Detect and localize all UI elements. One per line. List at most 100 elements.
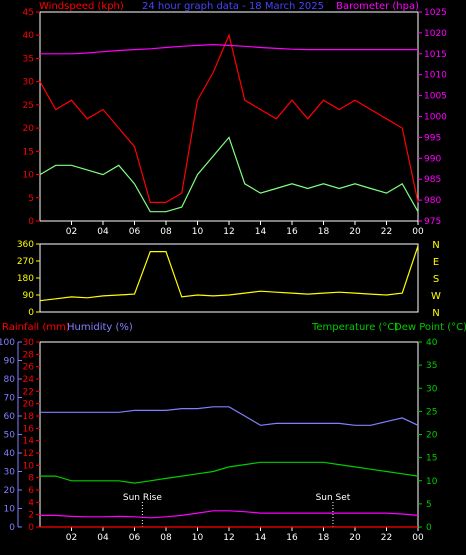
climate-panel-x-tick-label: 22 <box>381 533 392 543</box>
rainfall-tick-label: 8 <box>28 474 34 484</box>
barometer-tick-label: 1020 <box>424 29 447 39</box>
wind-panel-x-tick-label: 04 <box>97 227 109 237</box>
climate-panel-x-tick-label: 18 <box>318 533 330 543</box>
rainfall-tick-label: 16 <box>23 424 35 434</box>
climate-panel-x-tick-label: 06 <box>129 533 141 543</box>
climate-panel-x-tick-label: 00 <box>412 533 424 543</box>
windspeed-tick-label: 15 <box>23 147 34 157</box>
wind-panel-frame <box>39 11 419 222</box>
direction-tick-label: 180 <box>17 274 34 284</box>
temperature-legend: Temperature (°C) <box>311 322 398 333</box>
rainfall-tick-label: 18 <box>23 412 35 422</box>
temperature-tick-label: 5 <box>426 500 432 510</box>
rainfall-tick-label: 28 <box>23 350 35 360</box>
sun-event-label: Sun Set <box>316 493 351 503</box>
wind-panel-x-tick-label: 12 <box>223 227 234 237</box>
humidity-tick-label: 70 <box>4 394 16 404</box>
humidity-tick-label: 50 <box>4 431 16 441</box>
temperature-tick-label: 10 <box>426 477 438 487</box>
wind-panel-x-tick-label: 20 <box>349 227 361 237</box>
series-humidity <box>40 406 419 426</box>
humidity-tick-label: 0 <box>9 523 15 533</box>
rainfall-tick-label: 2 <box>28 511 34 521</box>
windspeed-axis-label: Windspeed (kph) <box>39 1 124 12</box>
direction-tick-label: 360 <box>17 240 34 250</box>
humidity-tick-label: 40 <box>4 449 16 459</box>
humidity-tick-label: 10 <box>4 505 16 515</box>
temperature-tick-label: 40 <box>426 338 438 348</box>
wind-panel-x-tick-label: 14 <box>255 227 267 237</box>
temperature-tick-label: 25 <box>426 407 437 417</box>
rainfall-legend: Rainfall (mm) <box>2 322 70 333</box>
series-wind <box>39 136 419 213</box>
windspeed-tick-label: 5 <box>28 194 34 204</box>
climate-panel-x-tick-label: 08 <box>160 533 172 543</box>
barometer-tick-label: 975 <box>424 217 441 227</box>
temperature-tick-label: 30 <box>426 384 438 394</box>
series-gust <box>39 33 419 203</box>
windspeed-tick-label: 35 <box>23 54 34 64</box>
windspeed-tick-label: 20 <box>23 124 35 134</box>
windspeed-tick-label: 10 <box>23 171 35 181</box>
wind-panel-x-tick-label: 00 <box>412 227 424 237</box>
wind-panel-x-tick-label: 08 <box>160 227 172 237</box>
wind-panel-x-tick-label: 02 <box>66 227 77 237</box>
humidity-tick-label: 90 <box>4 357 16 367</box>
barometer-tick-label: 1010 <box>424 71 447 81</box>
barometer-axis-label: Barometer (hpa) <box>336 1 419 12</box>
climate-panel-x-tick-label: 04 <box>97 533 109 543</box>
direction-tick-label: 90 <box>23 291 35 301</box>
compass-label: W <box>431 291 441 302</box>
windspeed-tick-label: 40 <box>23 31 35 41</box>
barometer-tick-label: 1005 <box>424 92 447 102</box>
wind-panel-x-tick-label: 18 <box>318 227 330 237</box>
compass-label: N <box>432 308 439 319</box>
series-temperature <box>40 461 419 484</box>
barometer-tick-label: 1025 <box>424 8 447 18</box>
barometer-tick-label: 985 <box>424 175 441 185</box>
rainfall-tick-label: 30 <box>23 338 35 348</box>
windspeed-tick-label: 25 <box>23 101 34 111</box>
temperature-tick-label: 20 <box>426 431 438 441</box>
temperature-tick-label: 15 <box>426 454 437 464</box>
series-wind-direction <box>39 245 419 302</box>
rainfall-tick-label: 4 <box>28 498 34 508</box>
climate-panel-x-tick-label: 14 <box>255 533 267 543</box>
wind-panel-x-tick-label: 10 <box>192 227 204 237</box>
compass-label: E <box>433 257 439 268</box>
barometer-tick-label: 1015 <box>424 50 447 60</box>
compass-label: S <box>433 274 439 285</box>
series-barometer <box>40 43 418 55</box>
climate-panel-x-tick-label: 10 <box>192 533 204 543</box>
direction-panel-frame <box>39 243 419 313</box>
rainfall-tick-label: 6 <box>28 486 34 496</box>
humidity-legend: Humidity (%) <box>67 322 133 333</box>
humidity-tick-label: 80 <box>4 375 16 385</box>
climate-panel-x-tick-label: 20 <box>349 533 361 543</box>
direction-tick-label: 270 <box>17 257 34 267</box>
rainfall-tick-label: 12 <box>23 449 34 459</box>
rainfall-tick-label: 26 <box>23 363 35 373</box>
chart-title: 24 hour graph data - 18 March 2025 <box>142 1 324 12</box>
climate-panel-x-tick-label: 16 <box>286 533 298 543</box>
temperature-tick-label: 0 <box>426 523 432 533</box>
wind-panel-x-tick-label: 16 <box>286 227 298 237</box>
series-dew-point <box>40 510 419 519</box>
rainfall-tick-label: 20 <box>23 400 35 410</box>
rainfall-tick-label: 24 <box>23 375 35 385</box>
barometer-tick-label: 1000 <box>424 113 447 123</box>
temperature-tick-label: 35 <box>426 361 437 371</box>
dewpoint-legend: Dew Point (°C) <box>394 322 466 333</box>
windspeed-tick-label: 45 <box>23 8 34 18</box>
rainfall-tick-label: 10 <box>23 461 35 471</box>
rainfall-tick-label: 22 <box>23 387 34 397</box>
windspeed-tick-label: 30 <box>23 78 35 88</box>
rainfall-tick-label: 0 <box>28 523 34 533</box>
climate-panel-x-tick-label: 12 <box>223 533 234 543</box>
climate-panel-x-tick-label: 02 <box>66 533 77 543</box>
barometer-tick-label: 995 <box>424 133 441 143</box>
compass-label: N <box>432 240 439 251</box>
humidity-tick-label: 60 <box>4 412 16 422</box>
wind-panel-x-tick-label: 22 <box>381 227 392 237</box>
